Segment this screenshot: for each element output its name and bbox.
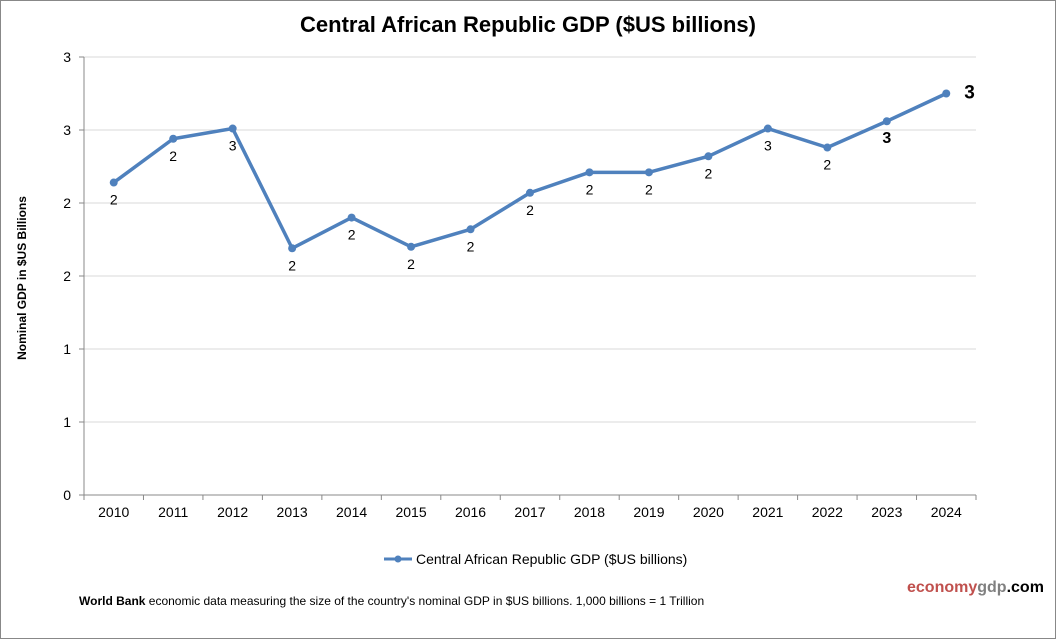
brand-part: .com — [1006, 579, 1044, 596]
x-tick-label: 2016 — [455, 504, 486, 520]
data-point — [407, 242, 416, 251]
data-label: 3 — [229, 138, 237, 154]
x-tick-label: 2021 — [752, 504, 783, 520]
data-point — [585, 168, 594, 177]
x-tick-label: 2023 — [871, 504, 902, 520]
data-label: 2 — [348, 227, 356, 243]
x-tick-label: 2015 — [395, 504, 426, 520]
y-tick-label: 1 — [63, 414, 71, 430]
x-tick-label: 2010 — [98, 504, 129, 520]
x-tick-label: 2017 — [514, 504, 545, 520]
footer-text: economic data measuring the size of the … — [145, 594, 705, 608]
data-label: 2 — [110, 192, 118, 208]
data-label: 3 — [964, 83, 975, 104]
x-tick-label: 2018 — [574, 504, 605, 520]
data-point — [169, 134, 178, 143]
x-tick-label: 2020 — [693, 504, 724, 520]
data-point — [347, 213, 356, 222]
x-tick-label: 2024 — [931, 504, 962, 520]
data-point — [704, 152, 713, 161]
data-label: 2 — [407, 256, 415, 272]
x-tick-label: 2012 — [217, 504, 248, 520]
series-line — [112, 91, 948, 251]
footer-source: World Bank — [79, 594, 146, 608]
data-point — [644, 168, 653, 177]
data-point — [823, 143, 832, 152]
data-label: 2 — [467, 238, 475, 254]
data-point — [763, 124, 772, 133]
x-tick-label: 2019 — [633, 504, 664, 520]
y-tick-label: 3 — [63, 49, 71, 65]
y-tick-label: 2 — [63, 268, 71, 284]
brand-part: economy — [907, 579, 978, 596]
data-point — [466, 225, 475, 234]
x-tick-label: 2022 — [812, 504, 843, 520]
data-point — [109, 178, 118, 187]
data-label: 3 — [764, 138, 772, 154]
brand-logo[interactable]: economygdp.com — [907, 579, 1044, 597]
data-point — [288, 244, 297, 253]
legend-label: Central African Republic GDP ($US billio… — [416, 551, 688, 567]
data-point — [526, 188, 534, 197]
legend-marker — [384, 555, 412, 563]
data-point — [942, 89, 951, 98]
chart-title: Central African Republic GDP ($US billio… — [300, 12, 756, 37]
y-tick-label: 3 — [63, 122, 71, 138]
x-tick-label: 2011 — [158, 504, 188, 520]
y-tick-label: 0 — [63, 487, 71, 503]
data-label: 3 — [882, 130, 891, 147]
y-tick-label: 1 — [63, 341, 71, 357]
data-point — [228, 124, 237, 133]
x-tick-label: 2014 — [336, 504, 367, 520]
x-tick-label: 2013 — [277, 504, 308, 520]
data-point — [882, 117, 891, 126]
legend: Central African Republic GDP ($US billio… — [384, 551, 687, 567]
data-label: 2 — [288, 257, 296, 273]
data-label: 2 — [586, 181, 594, 197]
y-tick-label: 2 — [63, 195, 71, 211]
brand-part: gdp — [977, 579, 1007, 596]
data-label: 2 — [705, 165, 713, 181]
data-label: 2 — [823, 157, 831, 173]
data-label: 2 — [169, 148, 177, 164]
data-label: 2 — [526, 202, 534, 218]
footer-note: World Bank economic data measuring the s… — [79, 594, 704, 608]
data-label: 2 — [645, 181, 653, 197]
